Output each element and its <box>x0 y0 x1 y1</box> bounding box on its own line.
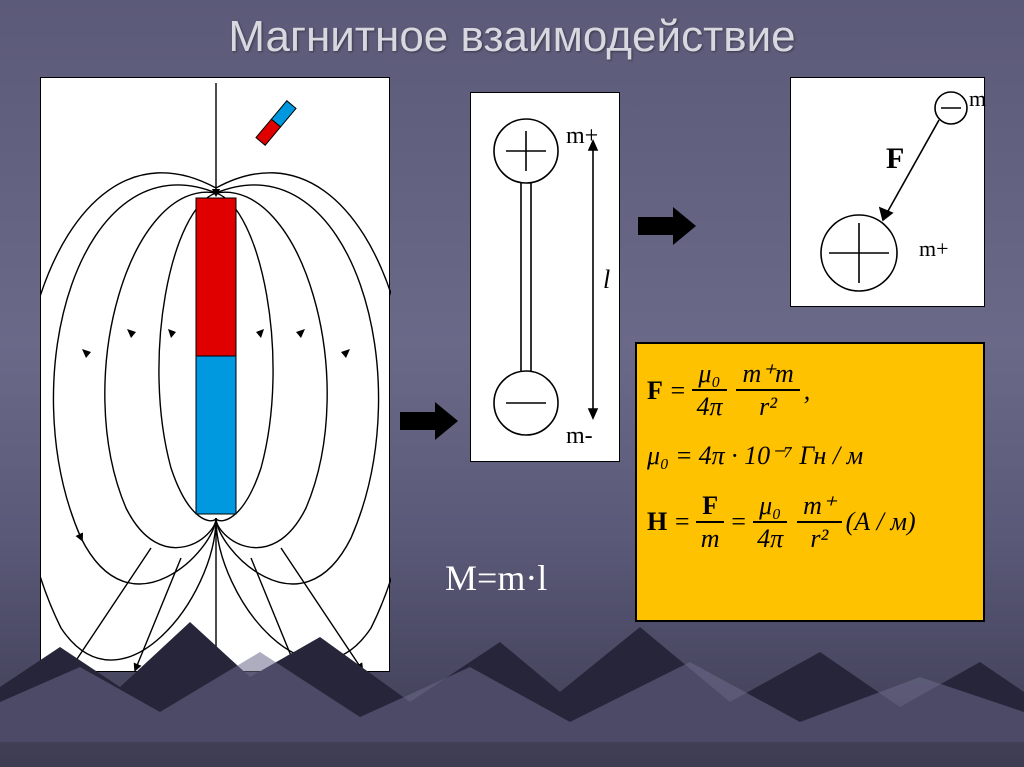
label-length: l <box>603 265 610 294</box>
force-diagram: m m+ F <box>790 77 985 307</box>
mountains-decoration <box>0 592 1024 742</box>
arrow-icon <box>400 402 458 440</box>
formula-F: F= μ₀4π m⁺mr² , <box>647 358 973 422</box>
formula-box: F= μ₀4π m⁺mr² , μ₀= 4π · 10⁻⁷ Гн / м H= … <box>635 342 985 622</box>
formula-mu0: μ₀= 4π · 10⁻⁷ Гн / м <box>647 440 973 471</box>
label-m-plus-force: m+ <box>919 236 949 261</box>
label-m: m <box>969 86 986 111</box>
page-title: Магнитное взаимодействие <box>0 0 1024 62</box>
label-m-plus: m+ <box>566 123 598 149</box>
content-area: m+ m- l m m+ F F= μ₀4π <box>0 62 1024 742</box>
label-m-minus: m- <box>566 423 593 449</box>
dipole-diagram: m+ m- l <box>470 92 620 462</box>
field-lines-diagram <box>40 77 390 672</box>
label-force: F <box>886 142 904 175</box>
arrow-icon <box>638 207 696 245</box>
formula-H: H= Fm = μ₀4π m⁺r² (А / м) <box>647 490 973 554</box>
